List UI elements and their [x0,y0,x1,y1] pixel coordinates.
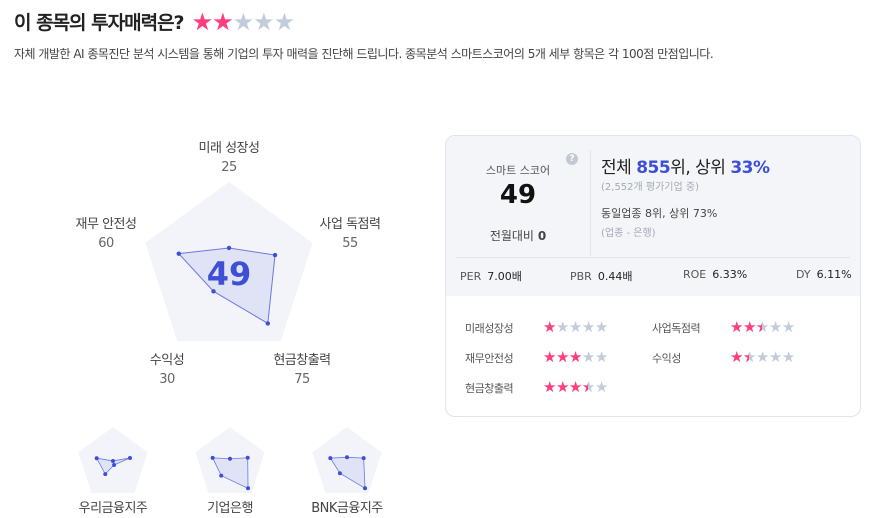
radar-point [363,486,368,491]
star-icon: ★★ [581,378,595,396]
star-icon: ★★ [568,348,582,366]
radar-area [177,247,276,325]
star-icon: ★ [781,318,795,336]
radar-score: 49 [207,255,252,293]
section-title: 이 종목의 투자매력은? ★ ★ ★ ★ ★ ★ ★ [14,7,296,36]
metric-per: PER 7.00배 [460,270,522,283]
metric-pbr: PBR 0.44배 [570,270,633,283]
radar-point [246,486,251,491]
rank-sub: (2,552개 평가기업 중) [601,182,699,193]
star-icon: ★★ [191,7,213,36]
star-icon: ★ [781,348,795,366]
star-icon: ★ [768,318,782,336]
star-icon: ★★ [742,348,756,366]
star-icon: ★ [581,318,595,336]
description: 자체 개발한 AI 종목진단 분석 시스템을 통해 기업의 투자 매력을 진단해… [14,47,714,61]
star-icon: ★★ [555,348,569,366]
star-icon: ★★ [742,318,756,336]
star-icon: ★ [768,348,782,366]
star-icon: ★ [581,348,595,366]
score-label: 스마트 스코어 [485,164,551,177]
star-icon: ★★ [543,318,556,336]
star-icon: ★ [594,318,608,336]
star-icon: ★★ [730,318,743,336]
radar-point [103,472,108,477]
question-circle-icon[interactable]: ? [566,153,578,165]
star-icon: ★★ [755,318,769,336]
star-icon: ★ [253,7,274,36]
radar-point [128,455,133,460]
axis-label-profit: 수익성 30 [149,353,185,387]
radar-point [211,289,216,294]
radar-point [219,473,224,478]
radar-point [272,252,278,258]
radar-point [210,455,215,460]
star-icon: ★ [594,378,608,396]
rating-stability: 재무안전성 ★ ★ ★ ★ ★ ★ ★ ★ [465,348,608,366]
star-icon: ★ [594,348,608,366]
title-text: 이 종목의 투자매력은? [14,12,185,34]
radar-point [112,462,117,467]
rating-monopoly: 사업독점력★★★★★★★★ [652,318,795,336]
metric-roe: ROE 6.33% [683,268,748,281]
smart-score-card: 스마트 스코어 ? 49 전월대비 0 전체 855위, 상위 33% (2,5… [445,135,861,417]
radar-point [361,456,366,461]
radar-point [345,455,349,460]
axis-label-cashflow: 현금창출력 75 [273,353,331,387]
peer-name[interactable]: 우리금융지주 [78,501,148,516]
star-icon: ★★ [212,7,233,36]
radar-point [94,456,99,461]
star-icon: ★★ [543,378,556,396]
radar-point [328,456,333,461]
radar-point [228,456,232,461]
star-icon: ★★ [568,378,582,396]
radar-point [226,245,232,251]
industry-rank: 동일업종 8위, 상위 73% [601,207,718,220]
axis-label-growth: 미래 성장성 25 [198,141,260,175]
star-icon: ★★ [543,348,556,366]
overall-rank: 전체 855위, 상위 33% [601,158,770,178]
radar-area [211,457,249,489]
rating-cashflow: 현금창출력★★★★★★★★★ [465,378,608,396]
rating-profit: 수익성★★★★★★★ [652,348,795,366]
radar-point [337,471,342,476]
industry-sub: (업종 - 은행) [601,228,656,239]
star-icon: ★ [273,7,295,36]
axis-label-stability: 재무 안전성 60 [75,217,137,251]
radar-point [265,321,270,326]
change-value: 0 [537,229,547,243]
metric-dy: DY 6.11% [796,268,852,281]
radar-area [95,457,131,475]
score-value: 49 [499,180,537,210]
star-icon: ★ [555,318,569,336]
star-icon: ★ [755,348,769,366]
star-icon: ★★ [555,378,569,396]
title-rating: ★ ★ ★ ★ ★ ★ ★ [191,7,296,36]
peer-name[interactable]: 기업은행 [207,501,253,516]
radar-background [145,182,313,342]
rating-growth: 미래성장성 ★ ★ ★ ★ ★ ★ [465,318,608,336]
radar-point [111,458,115,463]
change-label: 전월대비 [489,229,534,243]
radar-point [245,455,250,460]
axis-label-monopoly: 사업 독점력 55 [319,217,381,251]
star-icon: ★ [568,318,582,336]
peer-name[interactable]: BNK금융지주 [311,501,383,516]
star-icon: ★★ [730,348,743,366]
radar-point [176,251,181,256]
radar-area [329,456,366,490]
star-icon: ★ [232,7,254,36]
radar-chart: 49 [78,182,382,494]
